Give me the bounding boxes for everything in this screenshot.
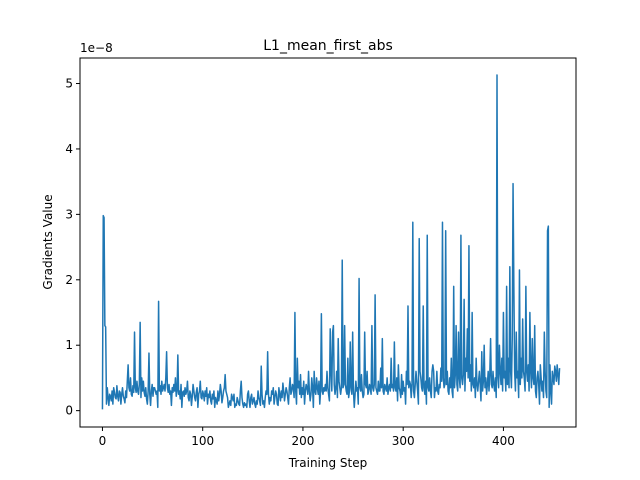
- y-tick-label: 5: [65, 77, 73, 91]
- y-axis-offset-text: 1e−8: [80, 41, 113, 55]
- gradients-series-line: [101, 74, 561, 410]
- y-tick-label: 3: [65, 207, 73, 221]
- x-tick-label: 200: [291, 434, 314, 448]
- y-tick-label: 2: [65, 273, 73, 287]
- axes-frame: [79, 57, 577, 428]
- x-axis: 0 100 200 300 400: [99, 427, 515, 448]
- y-tick-label: 0: [65, 404, 73, 418]
- x-axis-label: Training Step: [288, 456, 368, 470]
- x-tick-label: 400: [492, 434, 515, 448]
- chart-title: L1_mean_first_abs: [263, 38, 393, 54]
- x-tick-label: 100: [191, 434, 214, 448]
- plot-area: [101, 74, 561, 410]
- y-axis: 0 1 2 3 4 5: [65, 77, 80, 418]
- x-tick-label: 300: [392, 434, 415, 448]
- y-tick-label: 4: [65, 142, 73, 156]
- x-tick-label: 0: [99, 434, 107, 448]
- y-tick-label: 1: [65, 338, 73, 352]
- y-axis-label: Gradients Value: [41, 194, 55, 289]
